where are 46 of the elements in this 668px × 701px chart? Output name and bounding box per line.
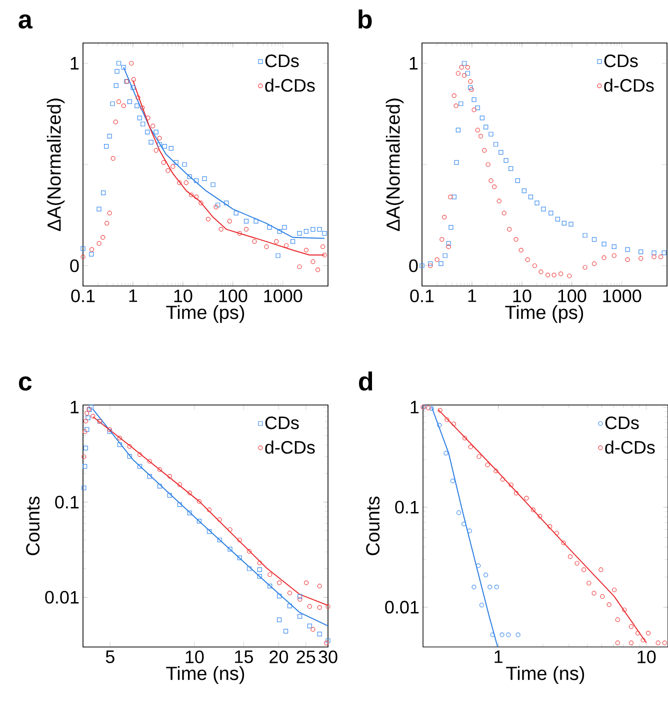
x-axis-title: Time (ns) [506, 666, 584, 684]
y-tick-label: 0.01 [385, 600, 419, 614]
y-tick-label: 1 [70, 57, 79, 70]
legend-label: d-CDs [265, 440, 315, 454]
y-tick-label: 0.01 [45, 590, 79, 604]
y-tick-label: 0 [70, 259, 79, 272]
legend-label: d-CDs [604, 78, 654, 92]
x-tick-label: 1000 [603, 290, 642, 302]
x-tick-label: 100 [219, 290, 248, 302]
x-tick-label: 1000 [264, 290, 302, 302]
legend-label: CDs [605, 416, 639, 430]
x-tick-label: 5 [106, 650, 114, 664]
y-axis-title: Counts [26, 496, 40, 556]
x-tick-label: 100 [558, 290, 586, 302]
x-axis-title: Time (ps) [166, 305, 244, 323]
x-tick-label: 20 [270, 650, 288, 664]
legend-label: CDs [265, 54, 299, 68]
x-tick-label: 10 [174, 290, 192, 302]
x-axis-title: Time (ps) [505, 305, 584, 323]
y-tick-label: 1 [410, 400, 419, 414]
legend-label: d-CDs [265, 78, 315, 92]
chart-title: b [358, 10, 372, 29]
x-tick-label: 25 [296, 650, 316, 664]
y-axis-title: ΔA(Normalized) [46, 98, 65, 231]
x-axis-title: Time (ns) [166, 666, 244, 684]
x-tick-label: 1 [468, 290, 476, 302]
y-axis-title: Counts [366, 496, 380, 556]
x-tick-label: 10 [638, 650, 656, 664]
x-tick-label: 15 [235, 650, 253, 664]
x-tick-label: 10 [513, 290, 532, 302]
y-tick-label: 0.1 [395, 500, 419, 514]
y-tick-label: 0.1 [55, 496, 79, 509]
chart-title: c [18, 376, 32, 391]
x-tick-label: 1 [129, 290, 138, 302]
legend-label: CDs [265, 416, 299, 430]
y-tick-label: 1 [410, 57, 418, 70]
legend-label: CDs [604, 54, 638, 68]
x-tick-label: 10 [186, 650, 204, 664]
chart-title: d [358, 372, 372, 391]
y-axis-title: ΔA(Normalized) [386, 98, 404, 231]
y-tick-label: 1 [70, 400, 79, 414]
chart-title: a [18, 14, 33, 29]
x-tick-label: 1 [494, 650, 502, 663]
x-tick-label: 30 [318, 650, 338, 664]
legend-label: d-CDs [605, 440, 655, 454]
y-tick-label: 0 [409, 259, 418, 272]
